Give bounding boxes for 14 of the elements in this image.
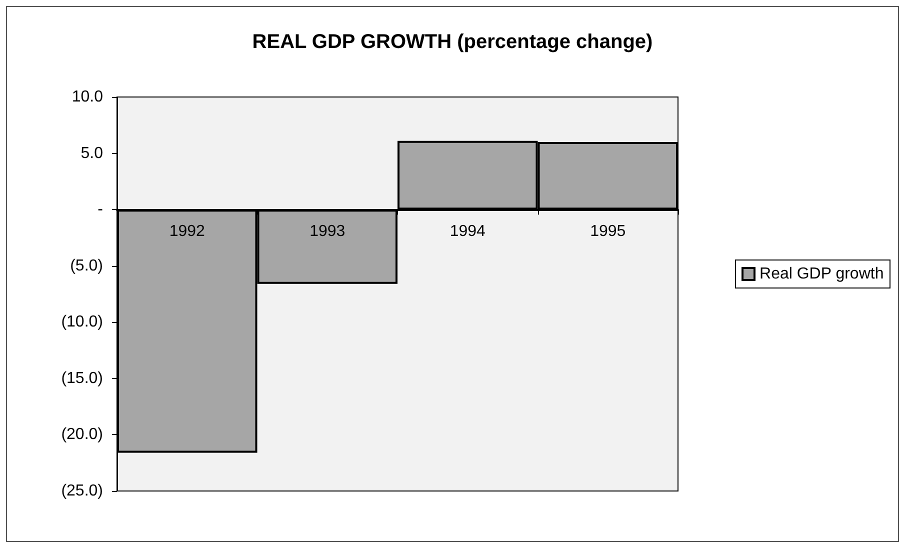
y-tick-label: (5.0) [70, 257, 103, 274]
y-tick-label: 10.0 [72, 88, 104, 106]
y-tick-label: (20.0) [61, 426, 103, 444]
x-tick-label: 1994 [450, 223, 486, 240]
y-tick-label: 5.0 [80, 144, 104, 162]
chart-title: REAL GDP GROWTH (percentage change) [252, 31, 653, 53]
y-tick-label: (15.0) [61, 370, 103, 387]
x-tick-label: 1992 [169, 223, 206, 240]
legend-label: Real GDP growth [760, 266, 884, 282]
x-tick-label: 1993 [310, 223, 346, 240]
y-tick-label: (25.0) [61, 482, 103, 500]
y-tick-label: (10.0) [61, 314, 103, 331]
x-tick-label: 1995 [590, 223, 626, 240]
y-tick-label: - [98, 201, 103, 218]
